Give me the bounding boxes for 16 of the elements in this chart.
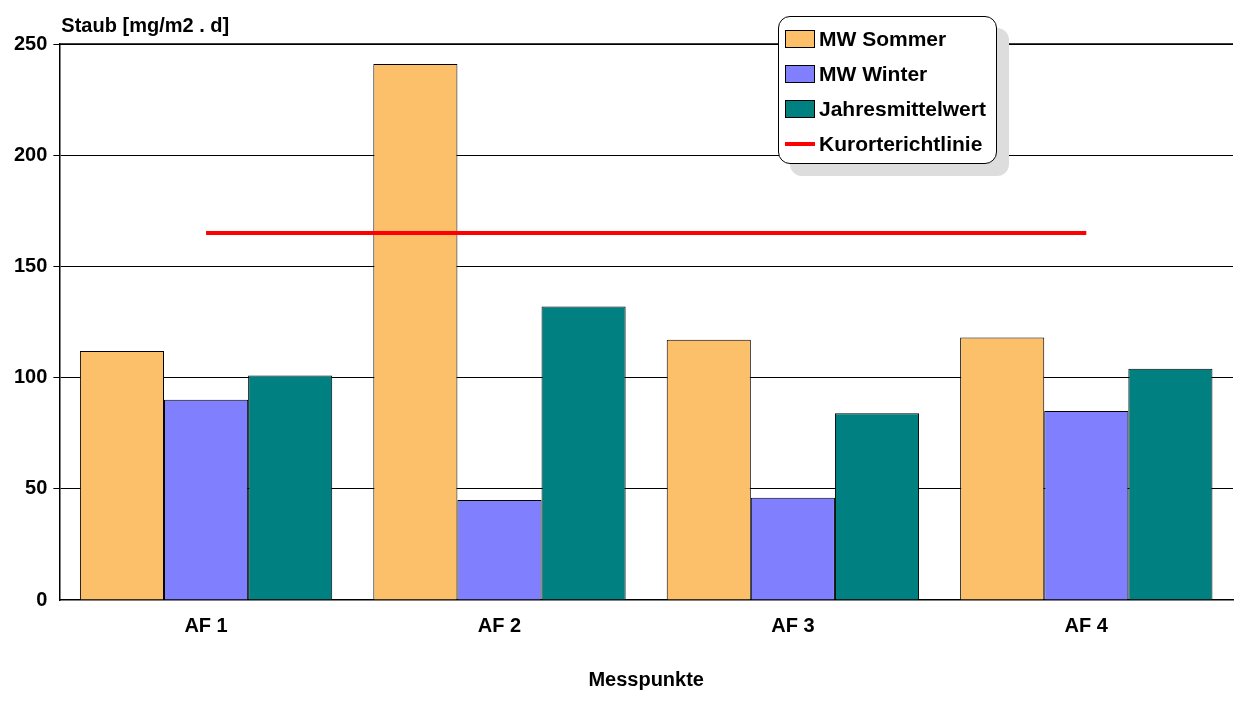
y-tick-label: 50 bbox=[25, 476, 48, 499]
x-tick-label: AF 1 bbox=[184, 613, 228, 636]
y-tick-label: 200 bbox=[13, 142, 48, 165]
y-tick-label: 100 bbox=[13, 365, 48, 388]
y-tick-label: 0 bbox=[36, 587, 48, 610]
y-axis-title: Staub [mg/m2 . d] bbox=[61, 13, 230, 36]
x-tick-label: AF 3 bbox=[771, 613, 815, 636]
legend-label: MW Sommer bbox=[819, 26, 947, 51]
x-axis-title: Messpunkte bbox=[588, 667, 704, 690]
legend-label: MW Winter bbox=[819, 61, 928, 86]
x-tick-label: AF 4 bbox=[1064, 613, 1109, 636]
x-tick-label: AF 2 bbox=[477, 613, 522, 636]
y-tick-label: 250 bbox=[13, 31, 48, 54]
legend-label: Jahresmittelwert bbox=[819, 96, 986, 121]
legend-label: Kurorterichtlinie bbox=[819, 131, 983, 156]
y-tick-label: 150 bbox=[13, 253, 48, 276]
